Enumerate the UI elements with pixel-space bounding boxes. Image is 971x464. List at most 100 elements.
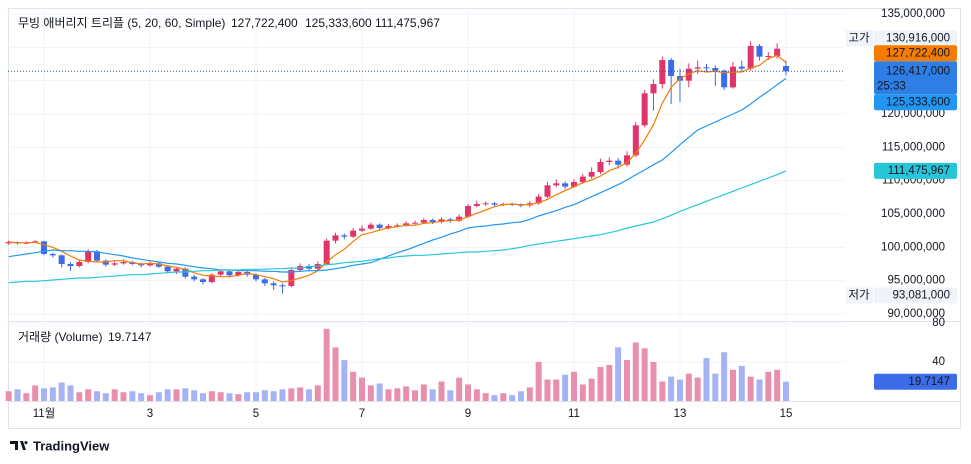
candle-body [376, 224, 383, 228]
volume-bar [579, 384, 586, 401]
volume-bar [712, 373, 719, 401]
candle-body [270, 283, 277, 286]
candle-body [164, 266, 171, 272]
volume-bar [314, 385, 321, 401]
volume-bar [305, 389, 312, 401]
volume-bar [376, 383, 383, 401]
volume-bar [85, 389, 92, 401]
candle-body [632, 125, 639, 156]
labels: 90,000,000 95,000,000 100,000,000 105,000,0… [33, 8, 957, 420]
volume-bar [217, 392, 224, 401]
ma5-box [874, 45, 957, 62]
candle-body [111, 263, 118, 265]
volume-axis-label: 19.7147 [908, 376, 950, 388]
volume-bar [58, 382, 65, 401]
volume-bar [606, 364, 613, 401]
volume-bar [456, 377, 463, 401]
candle-body [94, 251, 100, 261]
volume-bar [429, 389, 436, 401]
volume-bar [420, 384, 427, 401]
logo: TradingView [10, 438, 110, 453]
volume-bar [270, 391, 277, 401]
volume-bar [199, 393, 206, 401]
volume-bar [782, 381, 789, 401]
candle-body [650, 84, 657, 94]
candle-body [49, 254, 56, 256]
ma5-axis-label: 127,722,400 [886, 47, 950, 59]
volume-bar [323, 328, 330, 401]
candle-body [597, 162, 604, 172]
volume-bar [694, 377, 701, 401]
volume-bar [341, 360, 348, 401]
candle-body [279, 285, 286, 287]
last-price-box [874, 61, 957, 95]
candle-body [41, 241, 48, 254]
candle-body [252, 274, 259, 280]
candle-body [473, 204, 480, 206]
volume-bar [244, 392, 251, 401]
volume-bar [464, 384, 471, 401]
candle-body [305, 266, 312, 269]
volume-bar [685, 373, 692, 401]
candle-body [208, 274, 215, 282]
x-tick-label: 7 [359, 408, 365, 420]
logo-icon [10, 441, 28, 450]
candle-body [226, 271, 233, 276]
ma60-axis-label: 111,475,967 [888, 165, 950, 177]
candle-body [579, 176, 586, 182]
volume-bar [49, 387, 56, 401]
candle-body [394, 225, 401, 227]
candle-body [606, 160, 613, 162]
x-tick-label: 5 [253, 408, 259, 420]
high-value: 130,916,000 [886, 32, 950, 44]
volume-bar [67, 385, 74, 401]
candle-body [438, 219, 445, 222]
volume-tick-label: 80 [932, 317, 945, 329]
x-tick-label: 11 [568, 408, 580, 420]
volume-bar [774, 369, 781, 401]
volume-bar [297, 387, 304, 401]
volume-bar [615, 347, 622, 401]
candle-body [535, 196, 542, 204]
volume-bar [41, 388, 48, 401]
y-tick-label: 90,000,000 [887, 308, 945, 320]
volume-bar [765, 371, 772, 401]
volume-bar [659, 381, 666, 401]
candle-body [235, 272, 242, 276]
candle-body [217, 271, 224, 275]
candle-body [85, 251, 92, 262]
candle-body [191, 276, 198, 280]
moving-average-line [8, 170, 787, 284]
candle-body [76, 262, 83, 266]
y-tick-label: 105,000,000 [881, 208, 945, 220]
volume-bar [703, 358, 710, 401]
volume-bar [553, 379, 560, 401]
volume-bar [350, 371, 357, 401]
ma60-box [874, 162, 957, 179]
volume-bar [729, 369, 736, 401]
candle-body [623, 155, 630, 165]
candle-body [102, 260, 109, 265]
candle-body [420, 220, 427, 223]
volume-bar [261, 390, 268, 401]
x-tick-label: 9 [465, 408, 471, 420]
volume-bar [367, 385, 374, 401]
volume-bar [129, 391, 136, 401]
x-tick-label: 11월 [33, 407, 56, 420]
low-value: 93,081,000 [892, 289, 950, 301]
candle-body [403, 223, 410, 226]
candle-body [261, 279, 268, 284]
volume-bar [747, 376, 754, 401]
ma20-box [874, 94, 957, 111]
high-box [874, 30, 957, 47]
candle-body [659, 60, 666, 84]
volume-bar [544, 379, 551, 401]
volume-bar [155, 392, 162, 401]
candle-body [570, 182, 577, 187]
volume-bar [102, 393, 109, 401]
volume-bar [535, 361, 542, 401]
candle-body [341, 235, 348, 237]
volume-bar [517, 391, 524, 401]
volume-bar [641, 348, 648, 401]
